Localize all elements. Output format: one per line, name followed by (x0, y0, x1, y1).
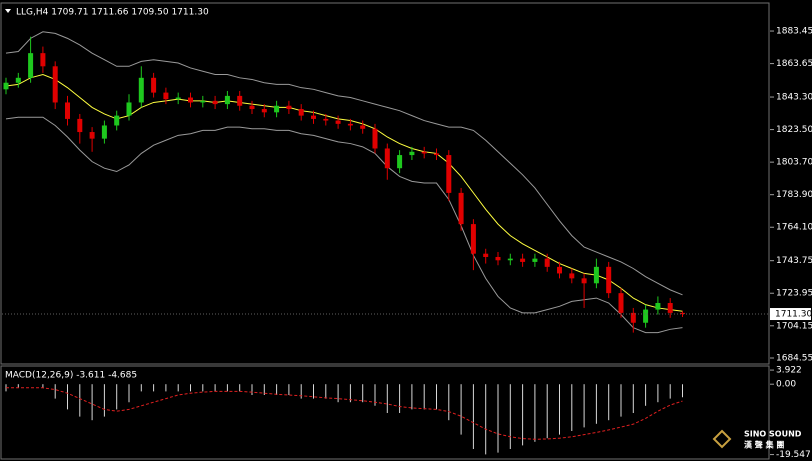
candle-body (274, 105, 280, 113)
candle-body (114, 115, 120, 126)
candle-body (52, 66, 58, 103)
candle-body (606, 266, 612, 294)
price-panel-border (0, 2, 770, 365)
candle-body (188, 97, 193, 103)
logo: SINO SOUND 漢 聲 集 團 (712, 429, 802, 450)
candle-body (680, 312, 685, 315)
candle-body (630, 312, 636, 323)
menu-arrow[interactable] (5, 9, 11, 13)
y-tick-label: -19.547 (776, 450, 811, 460)
candle-body (372, 128, 378, 149)
y-tick-label: 1783.90 (776, 190, 812, 200)
candle-body (311, 115, 316, 119)
signal-line (6, 387, 683, 440)
y-tick-label: 1704.15 (776, 321, 812, 331)
candle-body (138, 77, 144, 103)
candle-body (28, 53, 34, 78)
candle-body (557, 266, 562, 274)
candle-body (495, 256, 501, 261)
candle-body (434, 153, 439, 156)
candle-body (507, 258, 513, 261)
current-price-tag (770, 308, 811, 321)
y-tick-label: 1883.45 (776, 27, 812, 37)
y-tick-label: 3.922 (776, 366, 802, 376)
candle-body (397, 155, 403, 169)
y-tick-label: 1843.30 (776, 93, 812, 103)
candle-body (65, 102, 70, 119)
candle-body (323, 118, 329, 121)
candle-body (89, 132, 95, 139)
candle-body (384, 148, 390, 169)
logo-mark (712, 429, 732, 449)
y-tick-label: 1764.10 (776, 223, 812, 233)
candle-body (335, 120, 341, 124)
candle-body (15, 77, 21, 83)
y-tick-label: 1743.75 (776, 256, 812, 266)
y-tick-label: 1803.70 (776, 158, 812, 168)
band-line (5, 31, 683, 296)
candle-body (458, 192, 464, 225)
macd-title: MACD(12,26,9) -3.611 -4.685 (5, 371, 137, 381)
candle-body (520, 258, 526, 262)
candle-body (224, 95, 230, 105)
y-tick-label: 0.00 (776, 380, 796, 390)
candle-body (298, 109, 304, 116)
brand-subtitle: 漢 聲 集 團 (744, 440, 784, 450)
brand-name: SINO SOUND (744, 430, 802, 439)
candle-body (483, 253, 489, 257)
candle-body (163, 92, 169, 100)
candle-body (77, 118, 83, 133)
candle-body (655, 303, 661, 310)
y-tick-label: 1684.55 (776, 354, 812, 364)
candle-body (200, 100, 206, 103)
candle-body (581, 278, 587, 284)
y-tick-label: 1723.95 (776, 289, 812, 299)
candle-body (446, 155, 452, 193)
candle-body (618, 293, 624, 313)
candle-body (593, 266, 599, 284)
candle-body (101, 125, 107, 139)
macd-panel-border (0, 365, 770, 460)
y-tick-label: 1863.65 (776, 59, 812, 69)
candle-body (212, 100, 218, 105)
candle-body (3, 82, 9, 90)
candle-body (532, 258, 538, 262)
candle-body (249, 105, 255, 110)
candle-body (151, 77, 157, 93)
candle-body (175, 97, 181, 100)
band-line (5, 116, 683, 334)
candle-body (286, 105, 292, 110)
candle-body (237, 95, 243, 106)
candle-body (126, 102, 132, 116)
candle-body (360, 125, 366, 129)
candle-body (569, 273, 575, 279)
candle-body (40, 53, 46, 67)
candle-body (409, 151, 415, 156)
candle-body (643, 309, 649, 323)
candle-body (421, 151, 427, 154)
candle-body (347, 123, 353, 126)
candle-body (261, 109, 267, 113)
chart-title: LLG,H4 1709.71 1711.66 1709.50 1711.30 (16, 8, 209, 18)
candle-body (667, 303, 673, 313)
y-tick-label: 1823.50 (776, 125, 812, 135)
candle-body (544, 258, 550, 267)
candle-body (470, 224, 476, 254)
current-price-label: 1711.30 (775, 310, 812, 320)
